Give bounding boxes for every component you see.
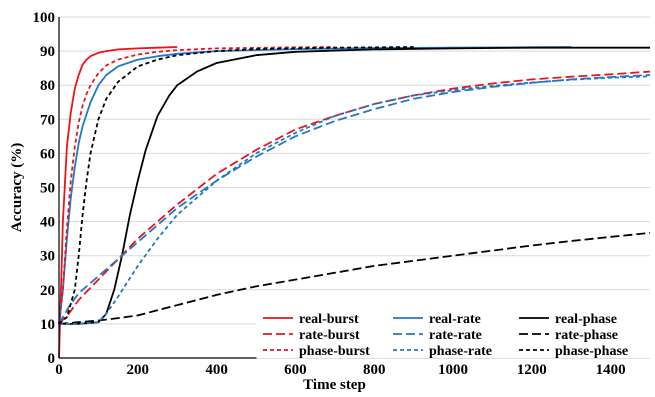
legend-box [256,306,651,359]
x-tick-labels: 0 200 400 600 800 1000 1200 1400 [55,362,625,378]
series-line-phase-phase [58,46,414,325]
x-tick-label: 800 [363,362,386,378]
legend-label-rate-rate: rate-rate [429,328,482,343]
y-tick-label: 0 [48,351,56,367]
y-tick-label: 50 [40,181,55,197]
x-tick-label: 1200 [517,362,547,378]
x-tick-label: 1400 [596,362,626,378]
y-tick-label: 40 [40,215,55,231]
legend-label-real-burst: real-burst [299,312,359,327]
x-axis-title: Time step [303,377,366,393]
y-axis-title: Accuracy (%) [9,143,25,233]
y-tick-label: 30 [40,249,55,265]
x-tick-label: 400 [205,362,228,378]
legend-label-rate-phase: rate-phase [555,328,618,343]
y-tick-label: 10 [40,317,55,333]
series-line-phase-burst [58,46,335,325]
x-tick-label: 0 [55,362,63,378]
series-lines [58,46,651,359]
series-line-real-rate [58,46,572,325]
y-tick-label: 90 [40,44,55,60]
legend-label-phase-phase: phase-phase [555,344,628,359]
y-tick-label: 20 [40,283,55,299]
legend: real-burst real-rate real-phase rate-burst r… [256,306,651,359]
legend-label-phase-rate: phase-rate [429,344,492,359]
series-line-rate-burst [58,70,651,325]
series-line-rate-phase [58,232,651,325]
y-tick-label: 70 [40,112,55,128]
x-tick-label: 600 [284,362,307,378]
series-line-real-burst [58,46,178,359]
y-tick-labels: 0 10 20 30 40 50 60 70 80 90 100 [33,10,56,367]
gridlines [59,16,650,325]
legend-label-phase-burst: phase-burst [299,344,370,359]
legend-label-rate-burst: rate-burst [299,328,360,343]
x-tick-label: 1000 [438,362,468,378]
y-tick-label: 80 [40,78,55,94]
series-line-phase-rate [59,75,651,325]
y-tick-label: 60 [40,146,55,162]
legend-label-real-phase: real-phase [555,312,617,327]
legend-label-real-rate: real-rate [429,312,481,327]
series-line-real-phase [59,46,650,325]
x-tick-label: 200 [127,362,150,378]
y-tick-label: 100 [33,10,56,26]
series-line-rate-rate [58,74,651,325]
